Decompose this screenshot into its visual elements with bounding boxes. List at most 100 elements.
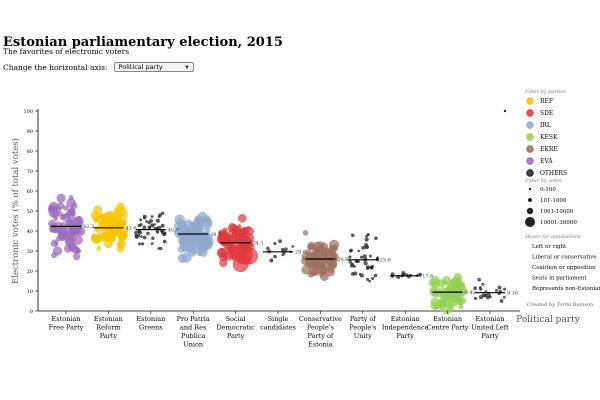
data-point xyxy=(477,277,482,282)
data-point xyxy=(457,278,462,283)
data-point xyxy=(363,261,368,266)
x-tick-label: candidates xyxy=(260,324,296,332)
data-point xyxy=(437,300,447,309)
data-point xyxy=(273,254,277,259)
mean-label: 26.0 xyxy=(337,257,348,263)
data-point xyxy=(458,304,464,310)
data-point xyxy=(50,204,58,213)
data-point xyxy=(153,223,156,226)
axis-select[interactable]: Political party ▾ xyxy=(113,62,194,72)
data-point xyxy=(90,211,101,221)
legend-size-swatch xyxy=(528,187,532,191)
data-point xyxy=(137,223,142,228)
legend-swatch xyxy=(526,145,534,153)
x-tick-label: Conservative xyxy=(299,315,342,323)
legend-swatch xyxy=(526,121,534,129)
data-point xyxy=(266,246,270,250)
x-tick-label: Free Party xyxy=(49,324,84,332)
data-point xyxy=(373,273,378,278)
data-point xyxy=(54,241,59,246)
mean-label: 42.3 xyxy=(83,224,94,230)
x-tick-label: Estonia xyxy=(308,341,333,349)
mean-label: 9.16 xyxy=(507,290,518,296)
data-point xyxy=(204,227,211,233)
credit-text: Created by Tormi Reinson xyxy=(527,302,593,308)
legend-hover-item: Represents non-Estonians xyxy=(532,286,600,292)
legend-hover-item: Seats in parliament xyxy=(532,276,587,282)
x-tick-label: Estonian xyxy=(136,315,165,323)
data-point xyxy=(232,245,239,252)
y-tick-label: 90 xyxy=(27,129,33,135)
data-point xyxy=(99,231,110,242)
mean-label: 40.7 xyxy=(168,227,179,233)
legend-votes-label: 10001-30000 xyxy=(540,220,577,226)
data-point xyxy=(59,214,66,221)
data-point xyxy=(140,242,145,246)
data-point xyxy=(455,297,464,306)
x-tick-label: Union xyxy=(183,341,203,349)
mean-label: 38.5 xyxy=(210,232,221,238)
legend-swatch xyxy=(526,169,534,177)
data-point xyxy=(319,266,328,275)
data-point xyxy=(113,219,121,227)
legend-size-swatch xyxy=(528,198,532,202)
data-point xyxy=(327,267,334,274)
data-point xyxy=(291,245,295,248)
data-point xyxy=(374,236,378,241)
data-point xyxy=(503,287,507,291)
x-tick-label: Single xyxy=(268,315,289,323)
data-point xyxy=(101,214,110,223)
legend-size-swatch xyxy=(525,217,535,227)
data-point xyxy=(357,249,361,253)
data-point xyxy=(444,286,454,296)
data-point xyxy=(117,242,123,248)
data-point xyxy=(284,247,288,252)
data-point xyxy=(219,252,228,262)
data-point xyxy=(156,226,159,230)
data-point xyxy=(137,229,141,234)
legend-party-label: KESK xyxy=(540,134,558,141)
data-point xyxy=(362,254,367,259)
data-point xyxy=(488,295,492,299)
data-point xyxy=(479,287,483,291)
y-tick-label: 40 xyxy=(27,229,33,235)
data-point xyxy=(368,279,372,283)
data-point xyxy=(177,217,182,222)
data-point xyxy=(473,286,477,290)
axis-select-value: Political party xyxy=(118,63,163,71)
y-tick-label: 80 xyxy=(27,149,33,155)
data-point xyxy=(245,226,251,231)
data-point xyxy=(368,254,372,258)
data-point xyxy=(186,231,196,240)
data-point xyxy=(460,281,465,287)
data-point xyxy=(157,247,161,250)
data-point xyxy=(269,258,274,263)
x-tick-label: Publica xyxy=(181,332,206,340)
y-tick-label: 50 xyxy=(27,209,33,215)
data-point xyxy=(179,242,188,250)
data-point xyxy=(223,240,233,250)
x-tick-label: Party xyxy=(100,332,118,340)
x-tick-label: Estonian xyxy=(433,315,462,323)
data-point xyxy=(70,223,80,233)
data-point xyxy=(140,235,143,238)
data-point xyxy=(71,202,78,210)
data-point xyxy=(73,253,81,261)
mean-label: 34.1 xyxy=(253,241,264,247)
data-point xyxy=(371,276,375,280)
legend-votes-label: 1001-10000 xyxy=(540,209,574,215)
x-tick-label: Party xyxy=(227,332,245,340)
data-point xyxy=(348,255,352,259)
legend-party-label: SDE xyxy=(540,110,553,117)
data-point xyxy=(348,260,352,264)
x-tick-label: People's xyxy=(307,324,334,332)
data-point xyxy=(278,239,282,244)
data-points xyxy=(47,109,507,314)
data-point xyxy=(364,246,368,250)
mean-markers: 42.3 41.6 40.7 38.5 34.1 29.6 26.0 25.6 17.6 9.43… xyxy=(51,224,518,296)
x-tick-label: and Res xyxy=(180,324,206,332)
data-point xyxy=(146,231,150,236)
data-point xyxy=(494,288,498,292)
data-point xyxy=(236,231,247,242)
legend-votes-title: Filter by votes xyxy=(524,178,562,184)
